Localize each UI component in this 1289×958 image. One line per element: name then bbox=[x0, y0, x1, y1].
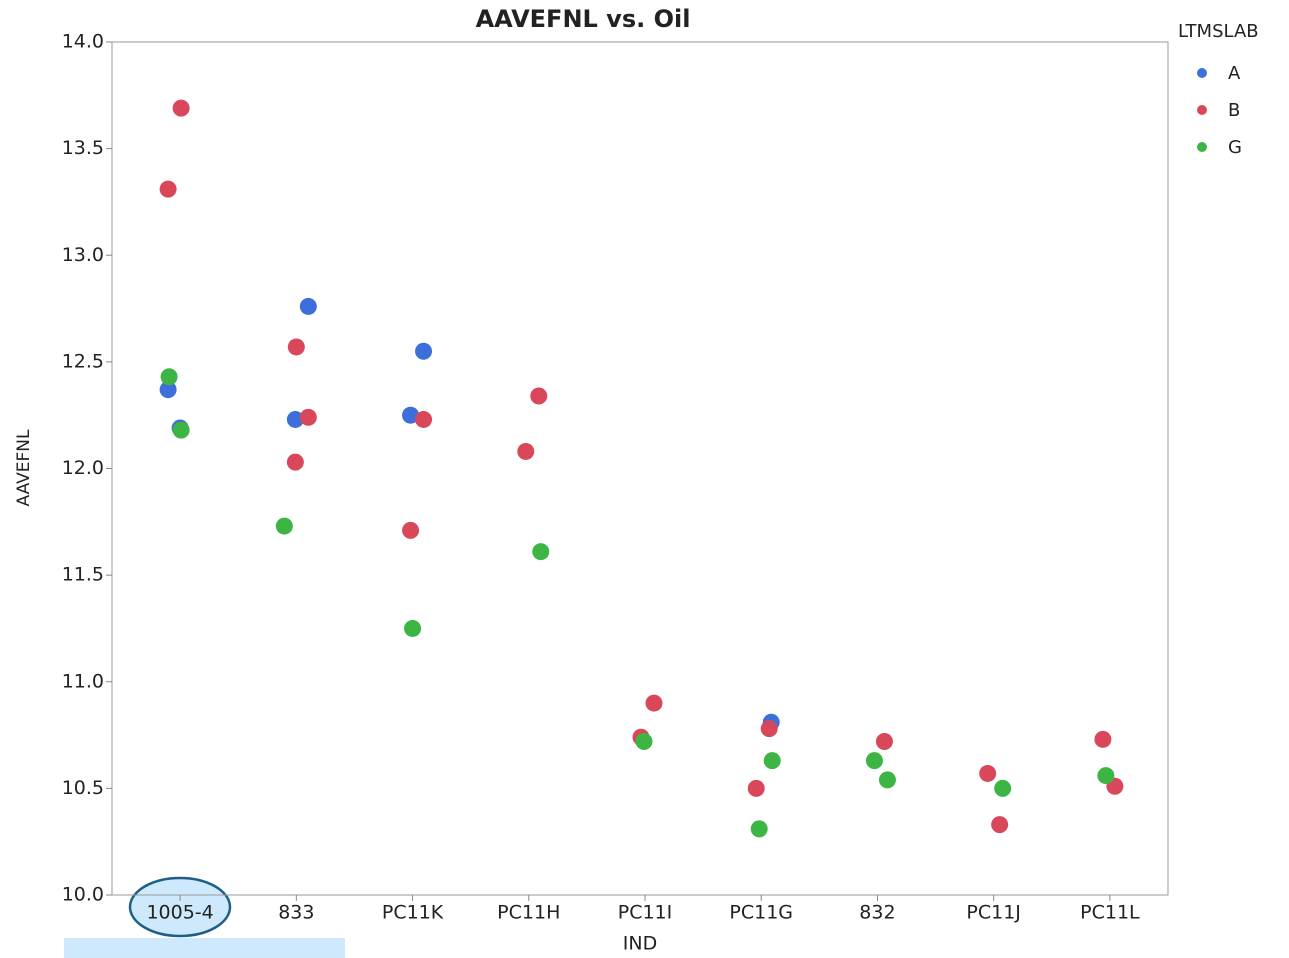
x-tick-label: PC11K bbox=[382, 902, 444, 924]
legend-label: A bbox=[1228, 63, 1241, 84]
x-tick-label: 832 bbox=[859, 902, 895, 924]
y-tick-label: 11.0 bbox=[62, 670, 104, 692]
legend-title: LTMSLAB bbox=[1178, 21, 1259, 42]
point bbox=[1097, 767, 1115, 785]
point bbox=[979, 764, 997, 782]
point bbox=[286, 453, 304, 471]
legend-marker bbox=[1197, 105, 1207, 115]
y-tick-label: 13.0 bbox=[62, 244, 104, 266]
point bbox=[299, 408, 317, 426]
x-tick-label: PC11L bbox=[1080, 902, 1140, 924]
point bbox=[645, 694, 663, 712]
x-tick-label: PC11I bbox=[618, 902, 673, 924]
y-axis-label: AAVEFNL bbox=[14, 429, 34, 507]
point bbox=[635, 732, 653, 750]
point bbox=[517, 442, 535, 460]
legend-label: B bbox=[1228, 100, 1240, 121]
point bbox=[763, 752, 781, 770]
y-tick-label: 11.5 bbox=[62, 564, 104, 586]
y-tick-label: 10.5 bbox=[62, 777, 104, 799]
point bbox=[286, 410, 304, 428]
point bbox=[275, 517, 293, 535]
point bbox=[1094, 730, 1112, 748]
point bbox=[160, 368, 178, 386]
point bbox=[530, 387, 548, 405]
x-tick-label: 1005-4 bbox=[146, 902, 213, 924]
point bbox=[172, 99, 190, 117]
point bbox=[159, 381, 177, 399]
point bbox=[402, 521, 420, 539]
x-tick-label: PC11H bbox=[497, 902, 560, 924]
point bbox=[760, 720, 778, 738]
legend-marker bbox=[1197, 68, 1207, 78]
point bbox=[287, 338, 305, 356]
plot-frame bbox=[111, 41, 1169, 896]
point bbox=[159, 180, 177, 198]
legend-marker bbox=[1197, 142, 1207, 152]
point bbox=[415, 342, 433, 360]
y-tick-label: 14.0 bbox=[62, 31, 104, 53]
x-tick-label: PC11J bbox=[966, 902, 1021, 924]
point bbox=[865, 752, 883, 770]
x-tick-label: PC11G bbox=[729, 902, 793, 924]
chart-title: AAVEFNL vs. Oil bbox=[476, 5, 691, 33]
x-tick-label: 833 bbox=[278, 902, 314, 924]
legend-label: G bbox=[1228, 137, 1242, 158]
point bbox=[750, 820, 768, 838]
y-tick-label: 13.5 bbox=[62, 137, 104, 159]
point bbox=[994, 779, 1012, 797]
point bbox=[532, 543, 550, 561]
point bbox=[878, 771, 896, 789]
point bbox=[172, 421, 190, 439]
y-tick-label: 10.0 bbox=[62, 884, 104, 906]
point bbox=[299, 297, 317, 315]
x-axis-label: IND bbox=[623, 933, 657, 955]
point bbox=[415, 410, 433, 428]
point bbox=[991, 816, 1009, 834]
selection-bar bbox=[64, 938, 345, 958]
point bbox=[402, 406, 420, 424]
point bbox=[747, 779, 765, 797]
point bbox=[404, 619, 422, 637]
highlight bbox=[128, 876, 232, 938]
point bbox=[875, 732, 893, 750]
y-tick-label: 12.5 bbox=[62, 350, 104, 372]
y-tick-label: 12.0 bbox=[62, 457, 104, 479]
